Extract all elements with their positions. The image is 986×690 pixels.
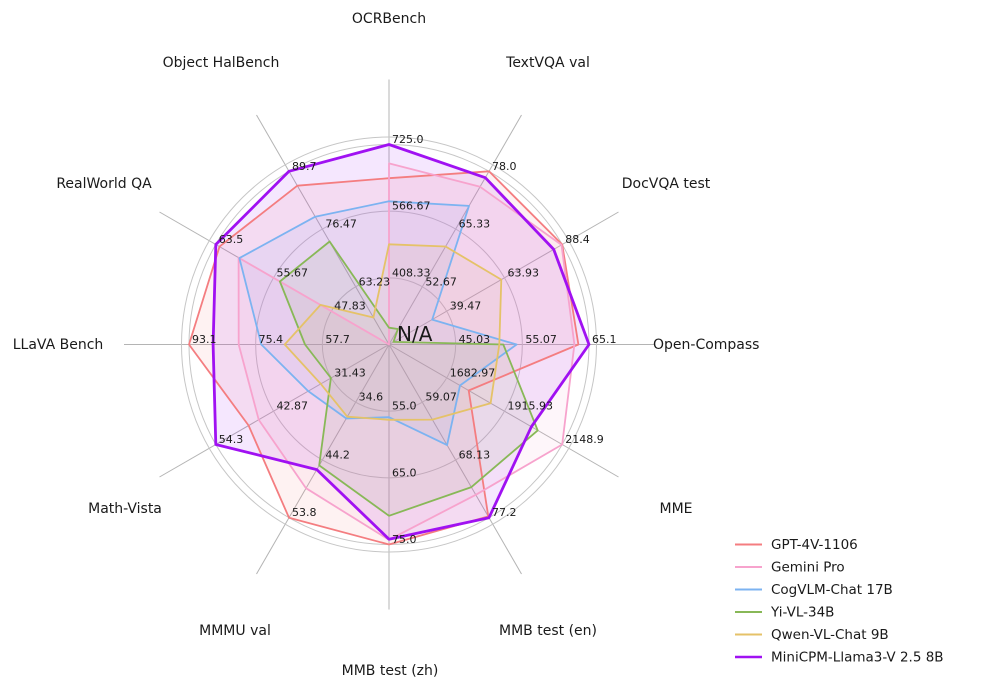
tick-label: 65.33 [459,218,491,231]
tick-label: 34.6 [359,391,384,404]
tick-label: 54.3 [219,433,244,446]
tick-label: 63.93 [507,266,539,279]
axis-label-realworld-qa: RealWorld QA [56,176,152,192]
axis-label-open-compass: Open-Compass [653,337,759,353]
tick-label: 59.07 [425,391,457,404]
axis-label-mmb-test-zh-: MMB test (zh) [342,663,439,679]
tick-label: 88.4 [565,233,590,246]
center-na-label: N/A [397,322,433,346]
tick-label: 52.67 [425,275,457,288]
tick-label: 75.4 [259,333,284,346]
series-fill-3 [239,201,517,446]
tick-label: 2148.9 [565,433,604,446]
tick-label: 47.83 [334,300,366,313]
axis-spoke [256,114,390,345]
tick-label: 75.0 [392,533,417,546]
tick-label: 408.33 [392,266,431,279]
tick-label: 1682.97 [450,366,496,379]
tick-label: 77.2 [492,506,517,519]
legend: GPT-4V-1106 Gemini Pro CogVLM-Chat 17B Yi-V… [735,537,944,666]
series-outline-4 [278,240,539,517]
series-outline-6 [211,143,591,541]
legend-label: Qwen-VL-Chat 9B [771,627,889,643]
tick-label: 44.2 [325,448,350,461]
tick-label: 725.0 [392,133,424,146]
tick-label: 566.67 [392,200,431,213]
axis-label-llava-bench: LLaVA Bench [13,337,104,353]
series-fill-1 [189,171,579,545]
series-outlines [188,143,591,546]
axis-label-mme: MME [659,501,692,517]
outer-spine-circle [181,136,597,553]
tick-label: 65.0 [392,466,417,479]
legend-item-2: Gemini Pro [735,560,845,576]
tick-label: 39.47 [450,300,482,313]
tick-label: 42.87 [277,400,309,413]
axis-spoke [256,344,390,575]
axis-label-mmmu-val: MMMU val [199,623,271,639]
tick-label: 78.0 [492,160,517,173]
tick-label: 65.1 [592,333,617,346]
legend-label: GPT-4V-1106 [771,537,858,553]
axis-spoke [388,344,522,575]
legend-item-3: CogVLM-Chat 17B [735,582,893,598]
tick-label: 57.7 [325,333,350,346]
tick-labels: 408.33 566.67 725.0 52.67 65.33 78.0 39.47 63.9… [192,133,617,546]
tick-label: 89.7 [292,160,317,173]
tick-label: 45.03 [459,333,491,346]
tick-label: 68.13 [459,448,491,461]
axis-label-textvqa-val: TextVQA val [505,55,590,71]
axis-label-math-vista: Math-Vista [88,501,162,517]
legend-item-4: Yi-VL-34B [735,605,834,621]
tick-label: 1915.93 [507,400,553,413]
tick-label: 63.5 [219,233,244,246]
series-fill-5 [284,244,502,420]
legend-item-6: MiniCPM-Llama3-V 2.5 8B [735,650,944,666]
axis-label-object-halbench: Object HalBench [163,55,280,71]
axis-label-ocrbench: OCRBench [352,11,426,27]
tick-label: 53.8 [292,506,317,519]
axis-spoke [388,114,522,345]
tick-label: 55.07 [525,333,557,346]
legend-item-1: GPT-4V-1106 [735,537,858,553]
tick-label: 63.23 [359,275,391,288]
series-outline-5 [283,243,503,421]
axis-label-docvqa-test: DocVQA test [622,176,711,192]
tick-label: 76.47 [325,218,357,231]
tick-label: 55.67 [277,266,309,279]
tick-label: 93.1 [192,333,217,346]
series-outline-3 [238,200,518,447]
axis-label-mmb-test-en-: MMB test (en) [499,623,597,639]
axis-spoke [388,211,619,345]
legend-label: Gemini Pro [771,560,845,576]
legend-label: Yi-VL-34B [770,605,834,621]
legend-label: MiniCPM-Llama3-V 2.5 8B [771,650,944,666]
legend-label: CogVLM-Chat 17B [771,582,893,598]
tick-label: 31.43 [334,366,366,379]
tick-label: 55.0 [392,400,417,413]
axis-spoke [159,344,390,478]
legend-item-5: Qwen-VL-Chat 9B [735,627,889,643]
axis-spoke [388,344,619,478]
axis-labels: OCRBench TextVQA val DocVQA test Open-Compa… [13,11,760,679]
